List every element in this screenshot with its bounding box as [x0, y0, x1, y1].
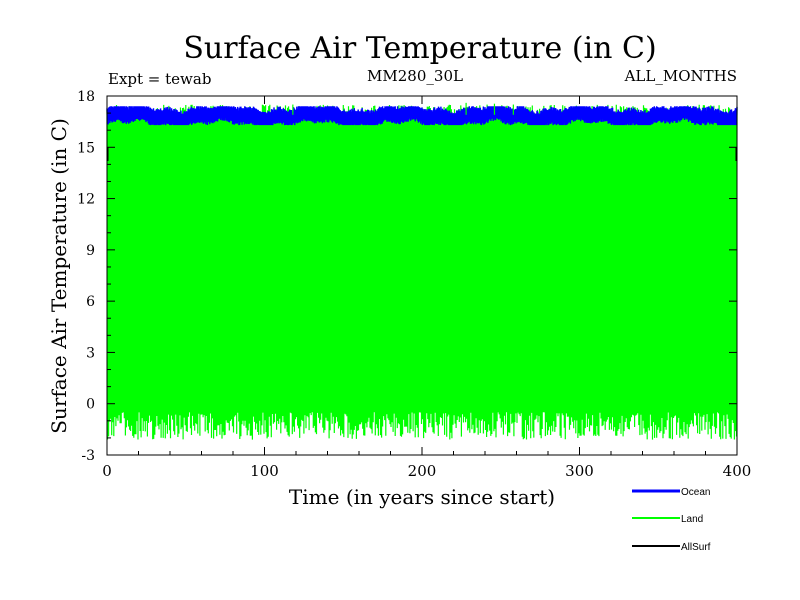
legend-label-ocean: Ocean — [681, 487, 710, 498]
model-label: MM280_30L — [367, 67, 463, 85]
legend-label-allsurf: AllSurf — [681, 542, 711, 553]
series-allsurf-line — [107, 147, 737, 161]
series-layer — [106, 102, 738, 440]
y-tick-label: 15 — [77, 140, 95, 156]
x-tick-label: 0 — [102, 462, 112, 480]
y-tick-label: 18 — [77, 89, 95, 105]
y-axis: -3 0 3 6 9 12 15 18 — [77, 89, 737, 464]
months-label: ALL_MONTHS — [624, 67, 737, 85]
y-tick-label: 0 — [86, 397, 95, 413]
y-tick-label: -3 — [81, 448, 95, 464]
legend-item-ocean: Ocean — [632, 487, 710, 498]
legend-label-land: Land — [681, 514, 703, 525]
series-ocean-line — [106, 106, 738, 126]
x-tick-label: 300 — [565, 462, 594, 480]
experiment-label: Expt = tewab — [108, 70, 211, 88]
y-tick-label: 12 — [77, 192, 95, 208]
y-tick-label: 6 — [86, 294, 95, 310]
y-tick-label: 9 — [86, 243, 95, 259]
y-tick-label: 3 — [86, 345, 95, 361]
legend-item-allsurf: AllSurf — [632, 542, 711, 553]
y-axis-label: Surface Air Temperature (in C) — [47, 118, 71, 434]
x-axis: 0 100 200 300 400 — [102, 96, 751, 480]
legend: Ocean Land AllSurf — [632, 487, 711, 553]
x-tick-label: 400 — [723, 462, 752, 480]
legend-item-land: Land — [632, 514, 703, 525]
x-axis-label: Time (in years since start) — [289, 485, 555, 509]
series-land-line — [106, 104, 738, 440]
x-tick-label: 100 — [250, 462, 279, 480]
x-tick-label: 200 — [408, 462, 437, 480]
chart-title: Surface Air Temperature (in C) — [183, 31, 656, 66]
